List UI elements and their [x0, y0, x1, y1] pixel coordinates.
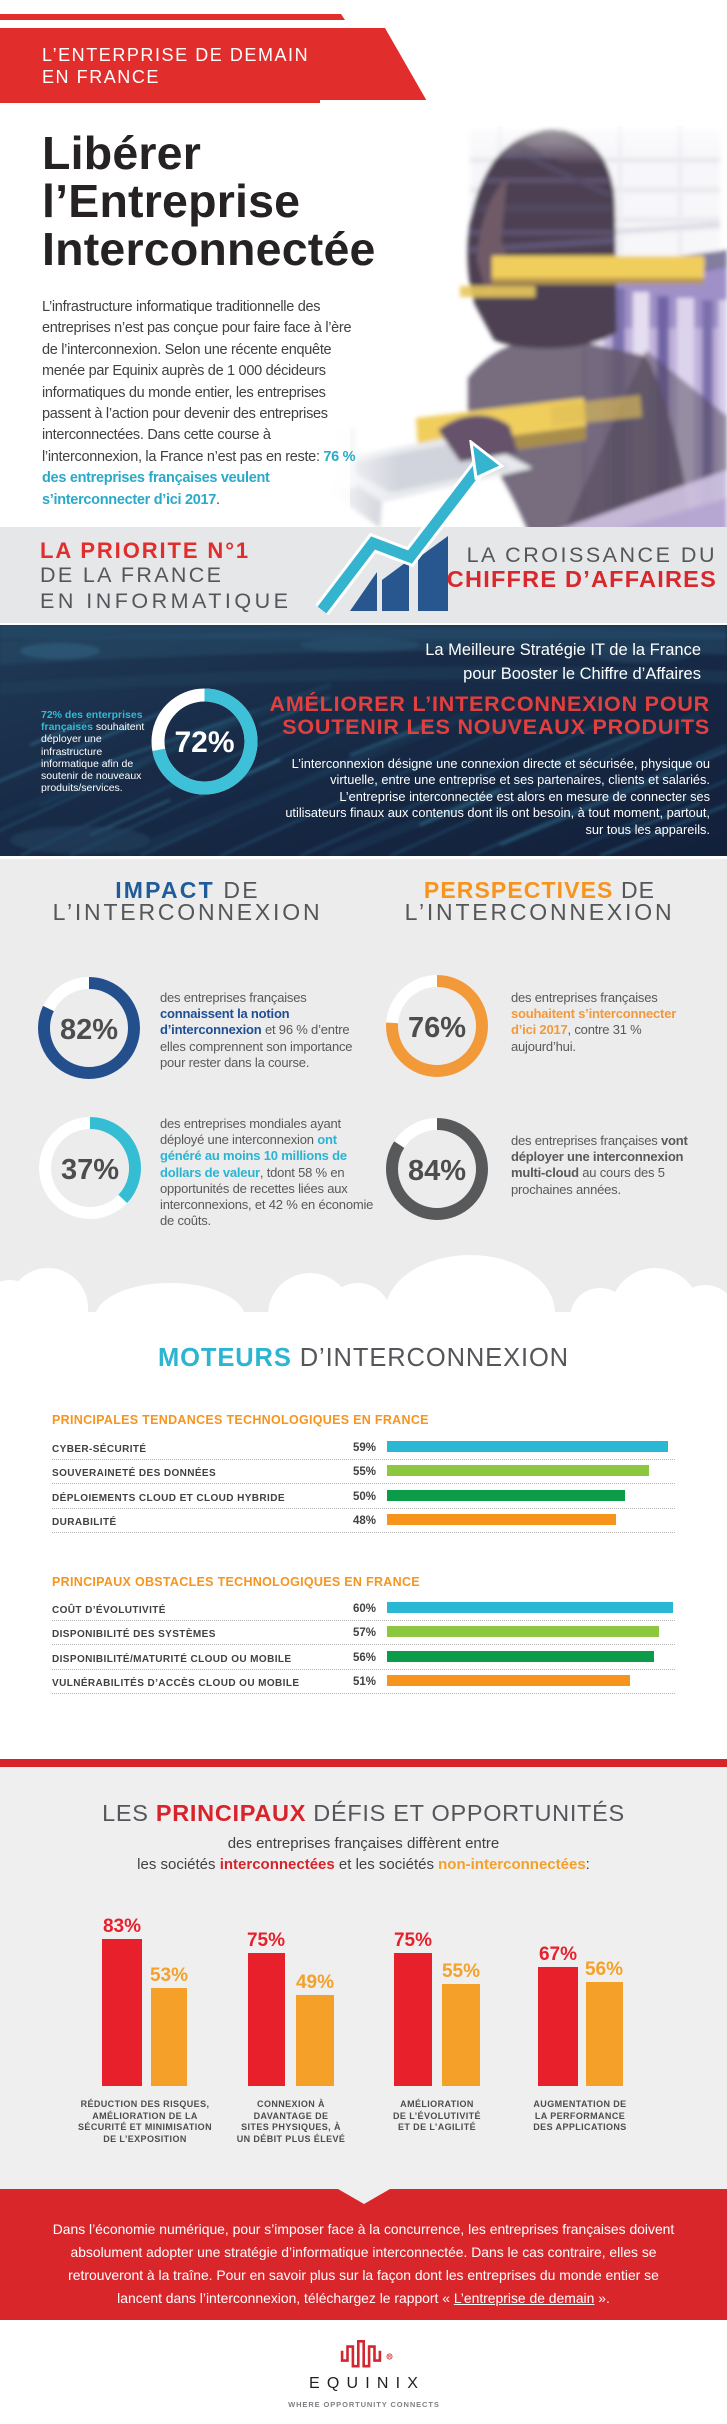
svg-text:76%: 76% — [408, 1012, 466, 1044]
svg-text:37%: 37% — [61, 1154, 119, 1186]
svg-text:84%: 84% — [408, 1155, 466, 1187]
svg-text:82%: 82% — [60, 1014, 118, 1046]
svg-text:72%: 72% — [174, 726, 234, 759]
